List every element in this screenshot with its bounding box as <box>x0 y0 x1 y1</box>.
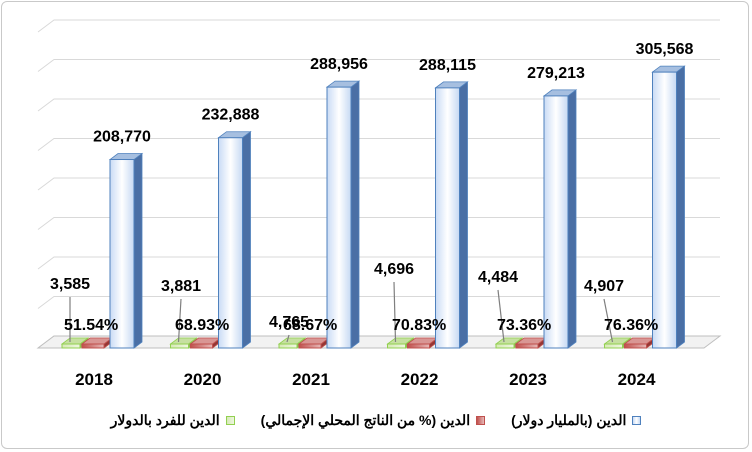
legend-swatch-blue <box>632 415 642 425</box>
x-axis-ticks: 2018 2020 2021 2022 2023 2024 <box>75 370 656 389</box>
data-label-debt-billion: 288,956 <box>310 56 368 73</box>
x-tick-label: 2022 <box>401 370 439 389</box>
bar-debt-billion-2023 <box>542 89 578 349</box>
data-label-debt-per-capita: 3,585 <box>50 276 90 293</box>
data-label-debt-gdp: 51.54% <box>64 317 118 334</box>
leader-line <box>603 298 614 343</box>
x-tick-label: 2021 <box>292 370 330 389</box>
leader-line <box>393 281 397 343</box>
gridline <box>37 59 720 72</box>
legend-label-debt-gdp: الدين (% من الناتج المحلي الإجمالي) <box>260 411 471 428</box>
legend-item-debt-gdp: الدين (% من الناتج المحلي الإجمالي) <box>260 411 486 429</box>
legend: الدين (بالمليار دولار) الدين (% من النات… <box>0 408 752 432</box>
gridline <box>37 296 720 309</box>
bar-debt-billion-2021 <box>325 80 361 349</box>
bar-debt-billion-2024 <box>651 65 686 349</box>
bar-debt-billion-2022 <box>434 81 469 349</box>
data-label-debt-gdp: 76.36% <box>604 317 658 334</box>
data-label-debt-gdp: 73.36% <box>497 317 551 334</box>
gridline <box>37 217 720 230</box>
data-label-debt-per-capita: 4,765 <box>269 314 309 331</box>
data-label-debt-billion: 305,568 <box>636 41 694 58</box>
gridline <box>37 256 720 270</box>
data-label-debt-billion: 232,888 <box>202 107 260 124</box>
leader-lines <box>69 281 614 343</box>
legend-label-debt-per-capita: الدين للفرد بالدولار <box>110 411 220 428</box>
x-tick-label: 2023 <box>509 370 547 389</box>
legend-item-debt-per-capita: الدين للفرد بالدولار <box>111 412 235 429</box>
bar-debt-billion-2018 <box>108 152 144 349</box>
leader-line <box>497 289 505 343</box>
data-label-debt-per-capita: 4,696 <box>374 261 414 278</box>
legend-item-debt-billion: الدين (بالمليار دولار) <box>511 411 642 429</box>
gridline <box>37 138 720 151</box>
data-label-debt-per-capita: 4,484 <box>478 269 518 286</box>
data-labels: 208,770 3,585 51.54% 232,888 3,881 68.93% 288,… <box>50 41 694 334</box>
bars <box>60 65 686 349</box>
data-label-debt-per-capita: 4,907 <box>584 278 624 295</box>
data-label-debt-per-capita: 3,881 <box>161 278 201 295</box>
data-label-debt-gdp: 70.83% <box>392 317 446 334</box>
data-label-debt-billion: 208,770 <box>93 129 151 146</box>
data-label-debt-gdp: 68.67% <box>283 317 337 334</box>
data-label-debt-billion: 288,115 <box>419 57 476 74</box>
legend-swatch-green <box>225 415 235 425</box>
x-tick-label: 2018 <box>75 370 113 389</box>
legend-label-debt-billion: الدين (بالمليار دولار) <box>511 411 627 428</box>
data-label-debt-billion: 279,213 <box>527 65 585 82</box>
x-tick-label: 2024 <box>618 370 656 389</box>
legend-swatch-red <box>476 415 486 425</box>
bar-debt-billion-2020 <box>217 130 252 349</box>
leader-line <box>177 298 182 343</box>
x-tick-label: 2020 <box>184 370 222 389</box>
leader-line <box>286 334 290 343</box>
gridline <box>37 177 720 191</box>
gridline <box>37 19 720 33</box>
data-label-debt-gdp: 68.93% <box>175 317 229 334</box>
gridline <box>37 98 720 112</box>
